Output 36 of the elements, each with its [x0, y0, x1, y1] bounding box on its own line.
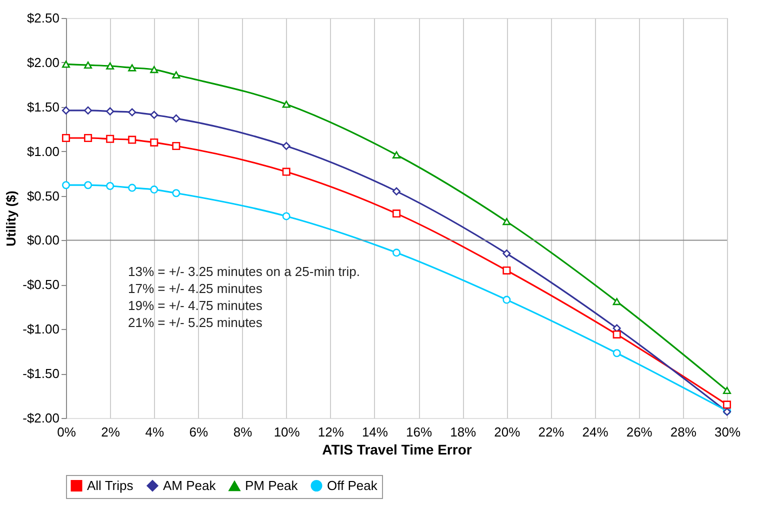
y-tick-label: $1.50	[26, 99, 60, 114]
y-tick-label: -$1.00	[22, 322, 60, 337]
legend-label: Off Peak	[327, 478, 378, 493]
y-tick-label: $2.50	[26, 10, 60, 26]
x-tick-label: 18%	[450, 424, 477, 440]
x-axis-title: ATIS Travel Time Error	[322, 442, 472, 458]
y-tick-label: $1.00	[26, 144, 60, 159]
x-tick-label: 2%	[101, 424, 120, 440]
x-tick-label: 6%	[189, 424, 209, 440]
y-axis-title: Utility ($)	[4, 190, 19, 246]
x-tick-label: 24%	[582, 424, 609, 440]
y-tick-label: -$2.00	[22, 410, 60, 426]
annotation: 19% = +/- 4.75 minutes	[128, 298, 263, 313]
x-tick-label: 4%	[145, 424, 164, 440]
x-tick-label: 0%	[57, 424, 76, 440]
y-tick-label: $0.00	[26, 232, 60, 248]
x-tick-label: 14%	[362, 424, 388, 440]
y-tick-label: -$0.50	[22, 277, 60, 292]
x-tick-label: 30%	[714, 424, 741, 440]
legend-label: AM Peak	[163, 478, 216, 493]
legend-label: PM Peak	[245, 478, 298, 494]
y-tick-label: $2.00	[26, 54, 60, 70]
x-tick-label: 16%	[406, 424, 432, 440]
annotation: 13% = +/- 3.25 minutes on a 25-min trip.	[128, 264, 360, 279]
x-tick-label: 22%	[538, 424, 565, 440]
x-tick-label: 28%	[670, 424, 697, 440]
x-tick-label: 20%	[494, 424, 521, 440]
y-tick-label: -$1.50	[22, 366, 60, 382]
x-tick-label: 8%	[233, 424, 253, 440]
annotation: 21% = +/- 5.25 minutes	[128, 315, 263, 330]
y-tick-label: $0.50	[26, 188, 60, 204]
x-tick-label: 26%	[626, 424, 653, 440]
x-tick-label: 12%	[318, 424, 344, 440]
annotation: 17% = +/- 4.25 minutes	[128, 281, 263, 296]
legend-label: All Trips	[87, 478, 134, 493]
x-tick-label: 10%	[274, 424, 300, 440]
